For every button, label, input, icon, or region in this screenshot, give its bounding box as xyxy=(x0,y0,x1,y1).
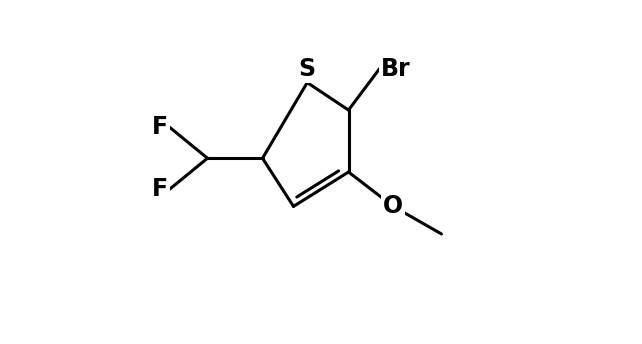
Text: F: F xyxy=(152,115,168,139)
Text: F: F xyxy=(152,177,168,201)
Text: O: O xyxy=(383,194,403,218)
Text: S: S xyxy=(299,57,316,81)
Text: Br: Br xyxy=(381,57,411,81)
